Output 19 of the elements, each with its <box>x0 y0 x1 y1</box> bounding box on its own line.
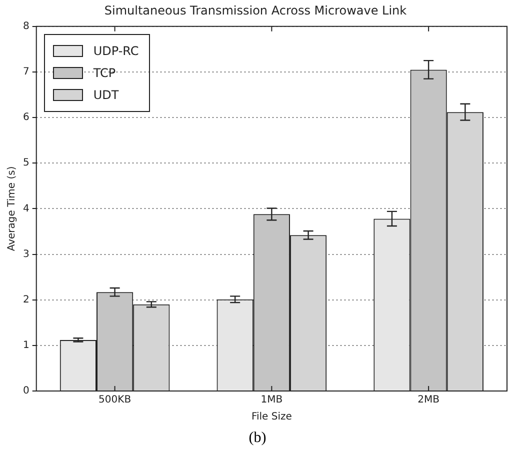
x-axis-title: File Size <box>251 412 292 423</box>
text: (b) <box>248 430 268 447</box>
y-tick-label: 1 <box>22 340 30 352</box>
legend-label: UDT <box>93 88 119 102</box>
y-tick-label: 3 <box>22 248 30 260</box>
x-tick-label: 500KB <box>98 394 132 406</box>
chart-title: Simultaneous Transmission Across Microwave Link <box>104 3 407 18</box>
legend-label: UDP-RC <box>93 44 139 58</box>
y-axis-title: Average Time (s) <box>6 166 18 252</box>
y-tick-label: 6 <box>22 112 30 124</box>
x-tick-label: 2MB <box>418 394 440 406</box>
y-tick-label: 4 <box>22 203 30 214</box>
y-tick-label: 5 <box>22 158 30 169</box>
y-tick-label: 0 <box>22 386 30 397</box>
y-tick-label: 7 <box>22 66 30 78</box>
x-tick-label: 1MB <box>260 394 283 406</box>
y-tick-label: 2 <box>22 294 30 306</box>
y-tick-label: 8 <box>22 20 30 32</box>
legend-label: TCP <box>93 66 116 80</box>
